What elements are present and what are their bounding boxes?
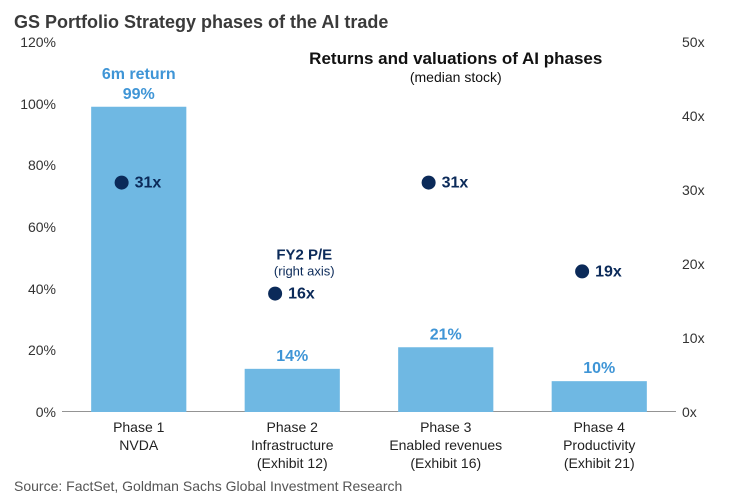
bar-value-label: 21% [430,326,462,343]
chart-subtitle-sub: (median stock) [410,69,502,85]
chart-title: GS Portfolio Strategy phases of the AI t… [14,12,723,33]
y-right-tick: 30x [682,182,705,198]
y-right-tick: 40x [682,108,705,124]
y-left-tick: 40% [28,281,56,297]
y-left-tick: 20% [28,342,56,358]
bar [91,107,186,412]
y-left-tick: 80% [28,157,56,173]
bar-value-label: 99% [123,86,155,103]
y-right-tick: 20x [682,256,705,272]
x-category-label: Phase 1NVDA [113,412,164,454]
bar-value-label: 14% [276,348,308,365]
bar [398,347,493,412]
chart-svg: 99% 14% 21% 10% 31x 16x 31x 19x 6m return Returns… [62,42,676,412]
y-left-tick: 0% [36,404,56,420]
six-month-return-label: 6m return [102,66,176,83]
y-left-tick: 60% [28,219,56,235]
pe-dot [422,176,436,190]
plot-area: 99% 14% 21% 10% 31x 16x 31x 19x 6m return Returns… [62,42,676,412]
pe-dot [268,287,282,301]
pe-dot-label: 16x [288,286,315,303]
y-left-tick: 120% [20,34,56,50]
x-category-label: Phase 3Enabled revenues(Exhibit 16) [389,412,502,473]
x-category-label: Phase 4Productivity(Exhibit 21) [563,412,635,473]
y-left-tick: 100% [20,96,56,112]
bar [245,369,340,412]
y-right-tick: 0x [682,404,697,420]
fy2-pe-label: FY2 P/E [276,247,332,264]
pe-dot-label: 31x [442,175,469,192]
x-category-label: Phase 2Infrastructure(Exhibit 12) [251,412,333,473]
fy2-pe-sublabel: (right axis) [274,264,335,279]
bar [552,381,647,412]
pe-dot-label: 31x [135,175,162,192]
pe-dot-label: 19x [595,263,622,280]
pe-dot [575,264,589,278]
source-line: Source: FactSet, Goldman Sachs Global In… [14,478,402,494]
y-right-tick: 50x [682,34,705,50]
chart-subtitle: Returns and valuations of AI phases [309,49,602,68]
bar-value-label: 10% [583,360,615,377]
chart-container: GS Portfolio Strategy phases of the AI t… [0,0,737,500]
pe-dot [115,176,129,190]
y-right-tick: 10x [682,330,705,346]
